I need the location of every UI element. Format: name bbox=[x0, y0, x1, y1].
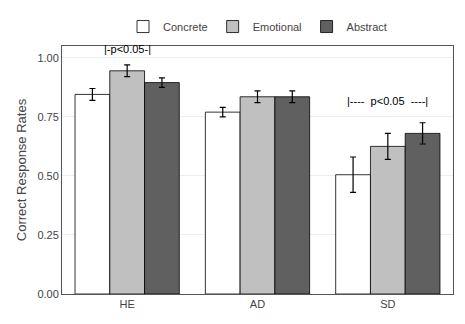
svg-text:AD: AD bbox=[250, 298, 265, 310]
svg-text:|-p<0.05-|: |-p<0.05-| bbox=[104, 43, 151, 55]
svg-text:SD: SD bbox=[380, 298, 395, 310]
svg-text:1.00: 1.00 bbox=[37, 52, 58, 64]
svg-text:0.25: 0.25 bbox=[37, 229, 58, 241]
svg-text:HE: HE bbox=[120, 298, 135, 310]
svg-text:0.00: 0.00 bbox=[37, 288, 58, 300]
svg-text:Abstract: Abstract bbox=[347, 21, 387, 33]
svg-text:|---- p<0.05 ----|: |---- p<0.05 ----| bbox=[347, 95, 428, 107]
svg-text:0.50: 0.50 bbox=[37, 170, 58, 182]
svg-text:Concrete: Concrete bbox=[163, 21, 208, 33]
svg-text:Correct Response Rates: Correct Response Rates bbox=[14, 98, 29, 241]
svg-text:Emotional: Emotional bbox=[253, 21, 302, 33]
svg-text:0.75: 0.75 bbox=[37, 111, 58, 123]
